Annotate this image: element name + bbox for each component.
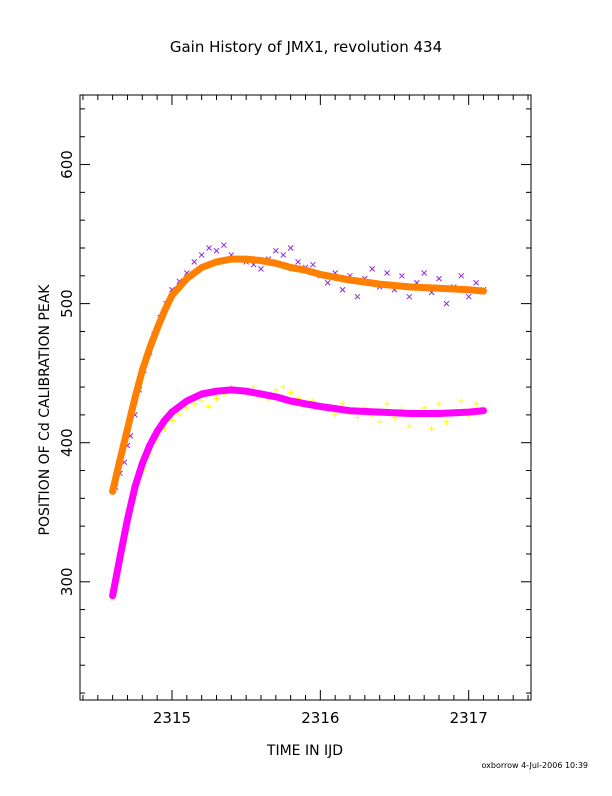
data-point <box>465 293 472 300</box>
footer-stamp: oxborrow 4-Jul-2006 10:39 <box>481 761 588 770</box>
data-point <box>221 242 227 249</box>
data-point <box>213 247 220 254</box>
data-point <box>310 261 316 268</box>
data-point <box>354 414 361 421</box>
data-point <box>428 425 435 432</box>
data-point <box>399 272 405 279</box>
data-point <box>206 403 213 410</box>
data-point <box>339 400 346 407</box>
data-point <box>280 384 287 391</box>
data-point <box>213 395 220 402</box>
data-point <box>406 293 413 300</box>
data-point <box>191 400 198 407</box>
data-point <box>324 279 331 286</box>
data-point <box>272 247 279 254</box>
series-layer <box>109 242 487 600</box>
data-point <box>443 300 450 307</box>
y-tick-label: 400 <box>58 428 76 457</box>
data-point <box>369 265 376 272</box>
data-point <box>473 400 480 407</box>
data-point <box>443 418 450 425</box>
data-point <box>376 418 383 425</box>
data-point <box>176 411 183 418</box>
data-point <box>287 245 294 251</box>
series-2 <box>109 255 487 495</box>
data-point <box>421 270 428 276</box>
data-point <box>295 259 301 265</box>
y-tick-label: 300 <box>58 567 76 596</box>
data-point <box>473 279 479 286</box>
series-line <box>109 255 487 495</box>
data-point <box>458 272 465 279</box>
data-point <box>272 386 279 393</box>
data-point <box>384 270 390 276</box>
data-point <box>384 400 391 407</box>
x-axis-label: TIME IN IJD <box>266 743 343 759</box>
data-point <box>191 259 198 265</box>
x-tick-label: 2317 <box>450 709 488 727</box>
data-point <box>287 389 294 396</box>
data-point <box>354 293 361 300</box>
y-axis-label: POSITION OF Cd CALIBRATION PEAK <box>37 284 53 536</box>
data-point <box>406 423 413 430</box>
data-point <box>183 404 190 411</box>
data-point <box>332 411 339 418</box>
x-tick-label: 2315 <box>153 709 191 727</box>
plot-frame <box>79 94 532 701</box>
data-point <box>258 265 264 272</box>
data-point <box>168 417 175 424</box>
data-point <box>339 286 346 293</box>
data-point <box>198 397 205 404</box>
series-3 <box>109 386 487 600</box>
series-line <box>109 386 487 600</box>
axis-ticks <box>80 95 531 700</box>
data-point <box>436 275 442 282</box>
data-point <box>206 245 212 251</box>
data-point <box>280 252 287 258</box>
x-tick-label: 2316 <box>301 709 339 727</box>
y-tick-label: 500 <box>58 289 76 318</box>
data-point <box>436 400 443 407</box>
data-point <box>198 252 205 258</box>
series-0 <box>112 242 487 491</box>
axis-tick-labels: 2315 2316 2317 300 400 500 600 <box>58 150 488 727</box>
chart-title: Gain History of JMX1, revolution 434 <box>170 38 442 56</box>
data-point <box>458 397 465 404</box>
y-tick-label: 600 <box>58 150 76 179</box>
data-point <box>421 404 428 411</box>
